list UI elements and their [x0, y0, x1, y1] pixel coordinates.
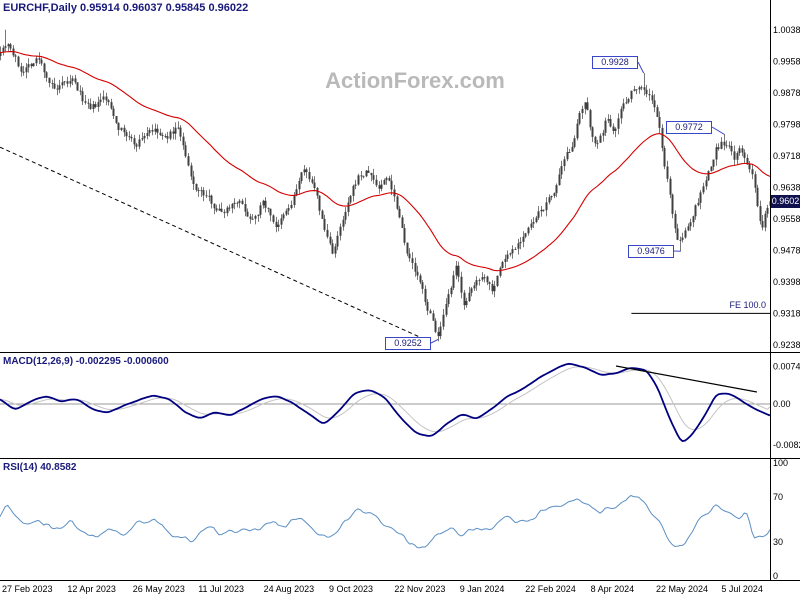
price-callout: 0.9772 — [666, 121, 712, 134]
candle-bodies — [0, 44, 772, 337]
y-axis-tick: 30 — [773, 537, 783, 547]
x-axis-date: 5 Jul 2024 — [721, 584, 763, 594]
callout-connector — [711, 126, 725, 135]
y-axis-tick: -0.00824 — [773, 440, 800, 450]
watermark: ActionForex.com — [325, 68, 505, 93]
x-axis-date: 9 Oct 2023 — [329, 584, 373, 594]
moving-average-line — [0, 51, 771, 272]
y-axis-tick: 0.9558 — [773, 214, 800, 224]
y-axis-tick: 70 — [773, 492, 783, 502]
y-axis-tick: 0 — [773, 571, 778, 581]
x-axis-date: 22 May 2024 — [656, 584, 708, 594]
y-axis-tick: 0.9718 — [773, 151, 800, 161]
x-axis-date: 22 Feb 2024 — [525, 584, 576, 594]
y-axis-tick: 0.9238 — [773, 340, 800, 350]
macd-trendline — [615, 365, 758, 393]
y-axis-tick: 0.9958 — [773, 56, 800, 66]
descending-trendline — [0, 146, 420, 338]
callout-connector — [637, 61, 645, 74]
x-axis-date: 11 Jul 2023 — [198, 584, 244, 594]
x-axis-date: 9 Jan 2024 — [460, 584, 505, 594]
symbol-ohlc-header: EURCHF,Daily 0.95914 0.96037 0.95845 0.9… — [3, 2, 249, 14]
x-axis-date: 26 May 2023 — [133, 584, 185, 594]
y-axis-tick: 0.9398 — [773, 277, 800, 287]
x-axis-date: 22 Nov 2023 — [394, 584, 445, 594]
price-callout: 0.9476 — [628, 245, 674, 258]
x-axis-date: 8 Apr 2024 — [591, 584, 635, 594]
y-axis-tick: 0.00 — [773, 399, 791, 409]
y-axis-tick: 0.9318 — [773, 308, 800, 318]
y-axis-tick: 0.9878 — [773, 88, 800, 98]
macd-line — [0, 362, 771, 442]
y-axis-tick: 100 — [773, 458, 788, 468]
rsi-line — [0, 494, 771, 549]
candle-wicks — [0, 29, 771, 342]
price-callout: 0.9252 — [385, 337, 431, 350]
fib-extension-label: FE 100.0 — [729, 300, 766, 310]
y-axis-tick: 0.9798 — [773, 119, 800, 129]
callout-connector — [430, 338, 439, 344]
macd-indicator-label: MACD(12,26,9) -0.002295 -0.000600 — [3, 356, 169, 367]
y-axis-tick: 1.0038 — [773, 25, 800, 35]
x-axis-date: 24 Aug 2023 — [264, 584, 315, 594]
price-callout: 0.9928 — [592, 56, 638, 69]
current-price-tag: 0.9602 — [771, 195, 800, 208]
y-axis-tick: 0.9638 — [773, 182, 800, 192]
y-axis-tick: 0.00747 — [773, 362, 800, 372]
y-axis-tick: 0.9478 — [773, 245, 800, 255]
rsi-indicator-label: RSI(14) 40.8582 — [3, 462, 77, 473]
x-axis-date: 27 Feb 2023 — [2, 584, 53, 594]
x-axis-date: 12 Apr 2023 — [67, 584, 116, 594]
